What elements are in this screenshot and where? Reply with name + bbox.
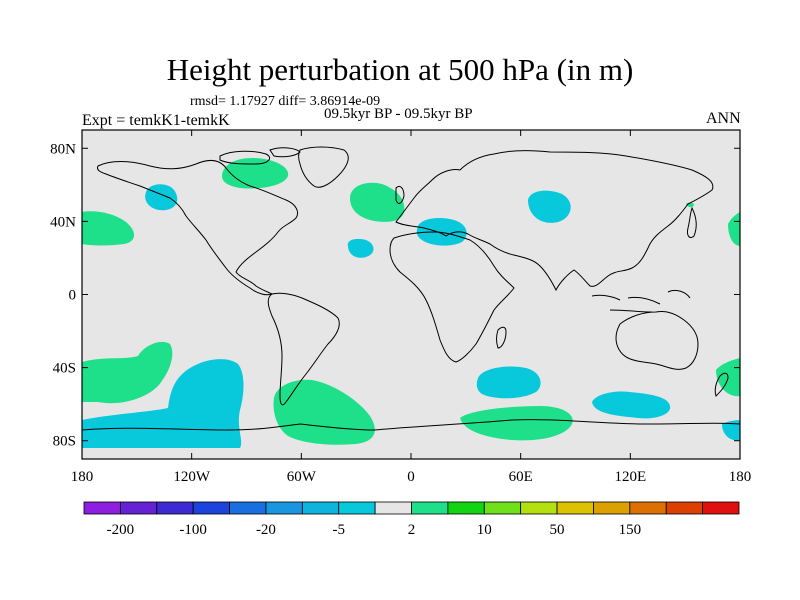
anomaly-patch-positive	[222, 158, 289, 189]
lat-tick-label: 0	[69, 288, 77, 304]
colorbar-swatch	[265, 501, 303, 515]
lon-tick-label: 180	[729, 469, 752, 485]
latitude-axis: 80N 40N 0 40S 80S	[50, 141, 740, 450]
colorbar-swatch	[338, 501, 376, 515]
lon-tick-label: 180	[71, 469, 94, 485]
colorbar-swatch	[483, 501, 522, 515]
lon-tick-label: 120E	[614, 469, 646, 485]
anomaly-patch-negative	[592, 391, 671, 419]
colorbar-label: -100	[179, 522, 207, 538]
anomaly-patch-positive	[82, 341, 173, 404]
colorbar-swatch	[411, 501, 449, 515]
lat-tick-label: 80S	[53, 434, 76, 450]
plot-title: Height perturbation at 500 hPa (in m)	[166, 52, 634, 87]
coastline-new-zealand	[714, 372, 729, 397]
colorbar-swatch	[83, 501, 121, 515]
lat-tick-label: 40S	[53, 361, 76, 377]
anomaly-patch-negative	[528, 190, 571, 223]
coastline-africa	[389, 231, 515, 363]
anomaly-patch-positive	[350, 182, 405, 222]
anomaly-patch-negative	[347, 238, 374, 258]
colorbar-label: 2	[408, 522, 416, 538]
colorbar-swatch	[229, 501, 267, 515]
lon-tick-label: 0	[407, 469, 415, 485]
colorbar-swatch	[593, 501, 631, 515]
colorbar-label: -5	[332, 522, 345, 538]
colorbar-swatch	[374, 501, 412, 515]
coastline-japan	[687, 206, 697, 239]
lon-tick-label: 60W	[287, 469, 317, 485]
coastline-antarctica	[82, 419, 740, 431]
lat-tick-label: 40N	[50, 214, 76, 230]
lon-tick-label: 120W	[173, 469, 211, 485]
coastline-australia	[615, 311, 699, 370]
colorbar-label: 150	[619, 522, 642, 538]
colorbar-swatch	[665, 501, 704, 515]
colorbar-swatch	[702, 501, 740, 515]
anomaly-patch-positive	[82, 211, 135, 246]
colorbar-swatch	[447, 501, 485, 515]
colorbar-swatch	[520, 501, 558, 515]
coastline-europe-asia	[395, 150, 714, 292]
longitude-axis: 180 120W 60W 0 60E 120E 180	[71, 130, 752, 485]
stats-line: rmsd= 1.17927 diff= 3.86914e-09	[190, 94, 381, 109]
coastline-layer	[82, 146, 740, 431]
colorbar-label: -200	[107, 522, 135, 538]
coastline-indonesia	[591, 289, 691, 313]
coastline-arctic-islands	[219, 147, 301, 165]
colorbar-swatch	[156, 501, 194, 515]
time-range-label: 09.5kyr BP - 09.5kyr BP	[324, 106, 473, 122]
anomaly-patch-negative	[82, 359, 244, 448]
colorbar-swatch	[301, 501, 340, 515]
anomaly-patch-negative	[722, 420, 740, 441]
anomaly-patch-positive	[728, 212, 740, 246]
colorbar-swatch	[629, 501, 667, 515]
coastline-north-america	[97, 160, 299, 296]
colorbar: -200 -100 -20 -5 2 10 50 150	[83, 501, 740, 538]
lon-tick-label: 60E	[509, 469, 533, 485]
experiment-label: Expt = temkK1-temkK	[82, 112, 230, 129]
season-label: ANN	[706, 110, 741, 127]
anomaly-patch-negative	[476, 366, 541, 399]
anomaly-patch-negative	[416, 218, 467, 246]
colorbar-swatch	[119, 501, 158, 515]
coastline-south-america	[267, 292, 340, 406]
anomaly-fill-layer	[82, 158, 740, 448]
anomaly-patch-positive	[460, 406, 573, 441]
colorbar-swatch	[556, 501, 594, 515]
colorbar-label: -20	[256, 522, 276, 538]
colorbar-label: 10	[477, 522, 492, 538]
colorbar-label: 50	[550, 522, 565, 538]
coastline-uk	[395, 185, 405, 204]
colorbar-swatch	[192, 501, 230, 515]
coastline-madagascar	[496, 326, 507, 349]
lat-tick-label: 80N	[50, 141, 76, 157]
coastline-greenland	[298, 146, 349, 188]
